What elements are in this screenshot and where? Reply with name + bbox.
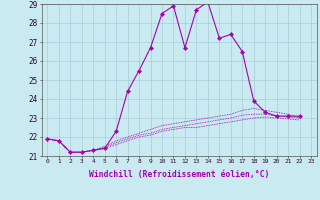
X-axis label: Windchill (Refroidissement éolien,°C): Windchill (Refroidissement éolien,°C)	[89, 170, 269, 179]
